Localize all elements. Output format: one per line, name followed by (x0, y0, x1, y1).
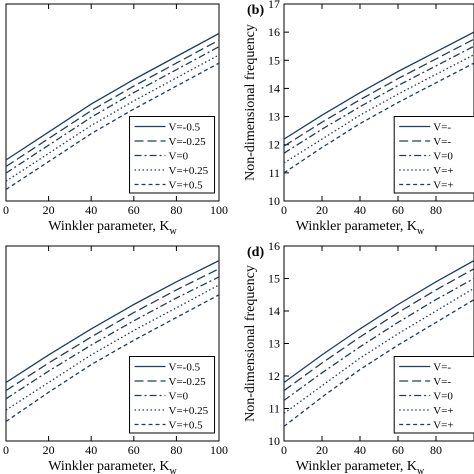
x-tick-label: 0 (3, 203, 9, 217)
x-tick-label: 80 (170, 203, 182, 217)
panel-a: 0 20 40 60 80 100 V=-0.5 V=-0.25 V=0 V=+0.25 V=+0.… (3, 3, 228, 237)
plot-frame (5, 245, 220, 442)
legend-entry: V=-0.5 (169, 362, 201, 374)
y-axis-label: Non-dimensional frequency (243, 24, 258, 181)
legend-entry: V=0 (433, 151, 453, 163)
x-tick-label: 60 (128, 443, 140, 457)
series-line-0 (284, 260, 474, 384)
y-tick-label: 10 (268, 434, 280, 448)
series-line-2 (284, 45, 474, 154)
legend-entry: V=0 (169, 391, 189, 403)
x-tick-label: 80 (430, 203, 442, 217)
series-line-0 (6, 32, 219, 161)
y-tick-label: 14 (268, 81, 280, 95)
series-line-4 (6, 62, 219, 191)
x-tick-label: 40 (85, 203, 97, 217)
x-tick-label: 60 (392, 443, 404, 457)
x-axis-label: Winkler parameter, Kw (296, 219, 425, 237)
series-line-0 (6, 260, 219, 384)
x-tick-label: 0 (281, 203, 287, 217)
y-tick-label: 12 (268, 138, 280, 152)
x-tick-label: 0 (3, 443, 9, 457)
x-tick-label: 60 (128, 203, 140, 217)
panel-label: (b) (247, 3, 264, 18)
series-line-4 (284, 299, 474, 427)
series-line-2 (6, 276, 219, 400)
panel-b: 0 20 40 60 80 10 11 12 13 14 15 16 17 V=- V=- V=0 V=+ V=+… (243, 0, 474, 237)
y-tick-label: 13 (268, 110, 280, 124)
legend-entry: V=+ (433, 180, 453, 192)
x-tick-label: 100 (210, 443, 228, 457)
legend-entry: V=+ (433, 420, 453, 432)
x-tick-label: 20 (316, 443, 328, 457)
x-tick-label: 60 (392, 203, 404, 217)
legend-entry: V=-0.5 (169, 122, 201, 134)
legend-entry: V=-0.25 (169, 136, 207, 148)
panel-label: (d) (247, 245, 264, 260)
legend-entry: V=+0.5 (169, 180, 204, 192)
legend-box (129, 356, 216, 434)
legend-entry: V=+ (433, 165, 453, 177)
series-line-4 (6, 294, 219, 423)
plot-frame (283, 3, 474, 202)
panel-d: 0 20 40 60 80 10 11 12 13 14 15 16 V=- V=- V=0 V=+ V=+ Wi… (243, 239, 474, 474)
series-line-2 (284, 277, 474, 401)
y-tick-label: 16 (268, 239, 280, 253)
legend-box (393, 116, 474, 194)
x-tick-label: 80 (170, 443, 182, 457)
y-tick-label: 11 (268, 166, 280, 180)
series-line-3 (284, 287, 474, 414)
x-axis-label: Winkler parameter, Kw (48, 219, 177, 237)
y-tick-label: 10 (268, 194, 280, 208)
x-tick-label: 40 (354, 443, 366, 457)
legend-entry: V=- (433, 136, 451, 148)
legend-entry: V=- (433, 376, 451, 388)
legend-entry: V=0 (433, 391, 453, 403)
legend-entry: V=+ (433, 405, 453, 417)
x-tick-label: 20 (316, 203, 328, 217)
series-line-4 (284, 62, 474, 174)
x-tick-label: 80 (430, 443, 442, 457)
y-tick-label: 14 (268, 304, 280, 318)
x-tick-label: 40 (85, 443, 97, 457)
legend-entry: V=- (433, 122, 451, 134)
series-line-3 (284, 54, 474, 164)
series-line-1 (284, 268, 474, 392)
x-tick-label: 20 (43, 203, 55, 217)
x-tick-label: 20 (43, 443, 55, 457)
y-tick-label: 16 (268, 25, 280, 39)
legend-entry: V=- (433, 362, 451, 374)
x-tick-label: 40 (354, 203, 366, 217)
panel-c: 0 20 40 60 80 100 V=-0.5 V=-0.25 V=0 V=+0.25 V=+0.… (3, 245, 228, 474)
series-line-1 (284, 38, 474, 147)
x-tick-label: 100 (210, 203, 228, 217)
y-tick-label: 15 (268, 53, 280, 67)
legend-entry: V=+0.25 (169, 165, 209, 177)
legend-entry: V=0 (169, 151, 189, 163)
legend-entry: V=+0.25 (169, 405, 209, 417)
legend-entry: V=+0.5 (169, 420, 204, 432)
series-line-1 (6, 268, 219, 392)
y-tick-label: 17 (268, 0, 280, 11)
series-line-1 (6, 39, 219, 168)
legend-box (129, 116, 216, 194)
x-axis-label: Winkler parameter, Kw (296, 459, 425, 474)
y-tick-label: 13 (268, 337, 280, 351)
series-line-0 (284, 31, 474, 140)
x-tick-label: 0 (281, 443, 287, 457)
series-line-2 (6, 46, 219, 174)
legend-box (393, 356, 474, 434)
y-tick-label: 15 (268, 272, 280, 286)
x-axis-label: Winkler parameter, Kw (48, 459, 177, 474)
y-tick-label: 12 (268, 369, 280, 383)
legend-entry: V=-0.25 (169, 376, 207, 388)
y-axis-label: Non-dimensional frequency (243, 265, 258, 422)
y-tick-label: 11 (268, 402, 280, 416)
plot-frame (5, 3, 220, 202)
